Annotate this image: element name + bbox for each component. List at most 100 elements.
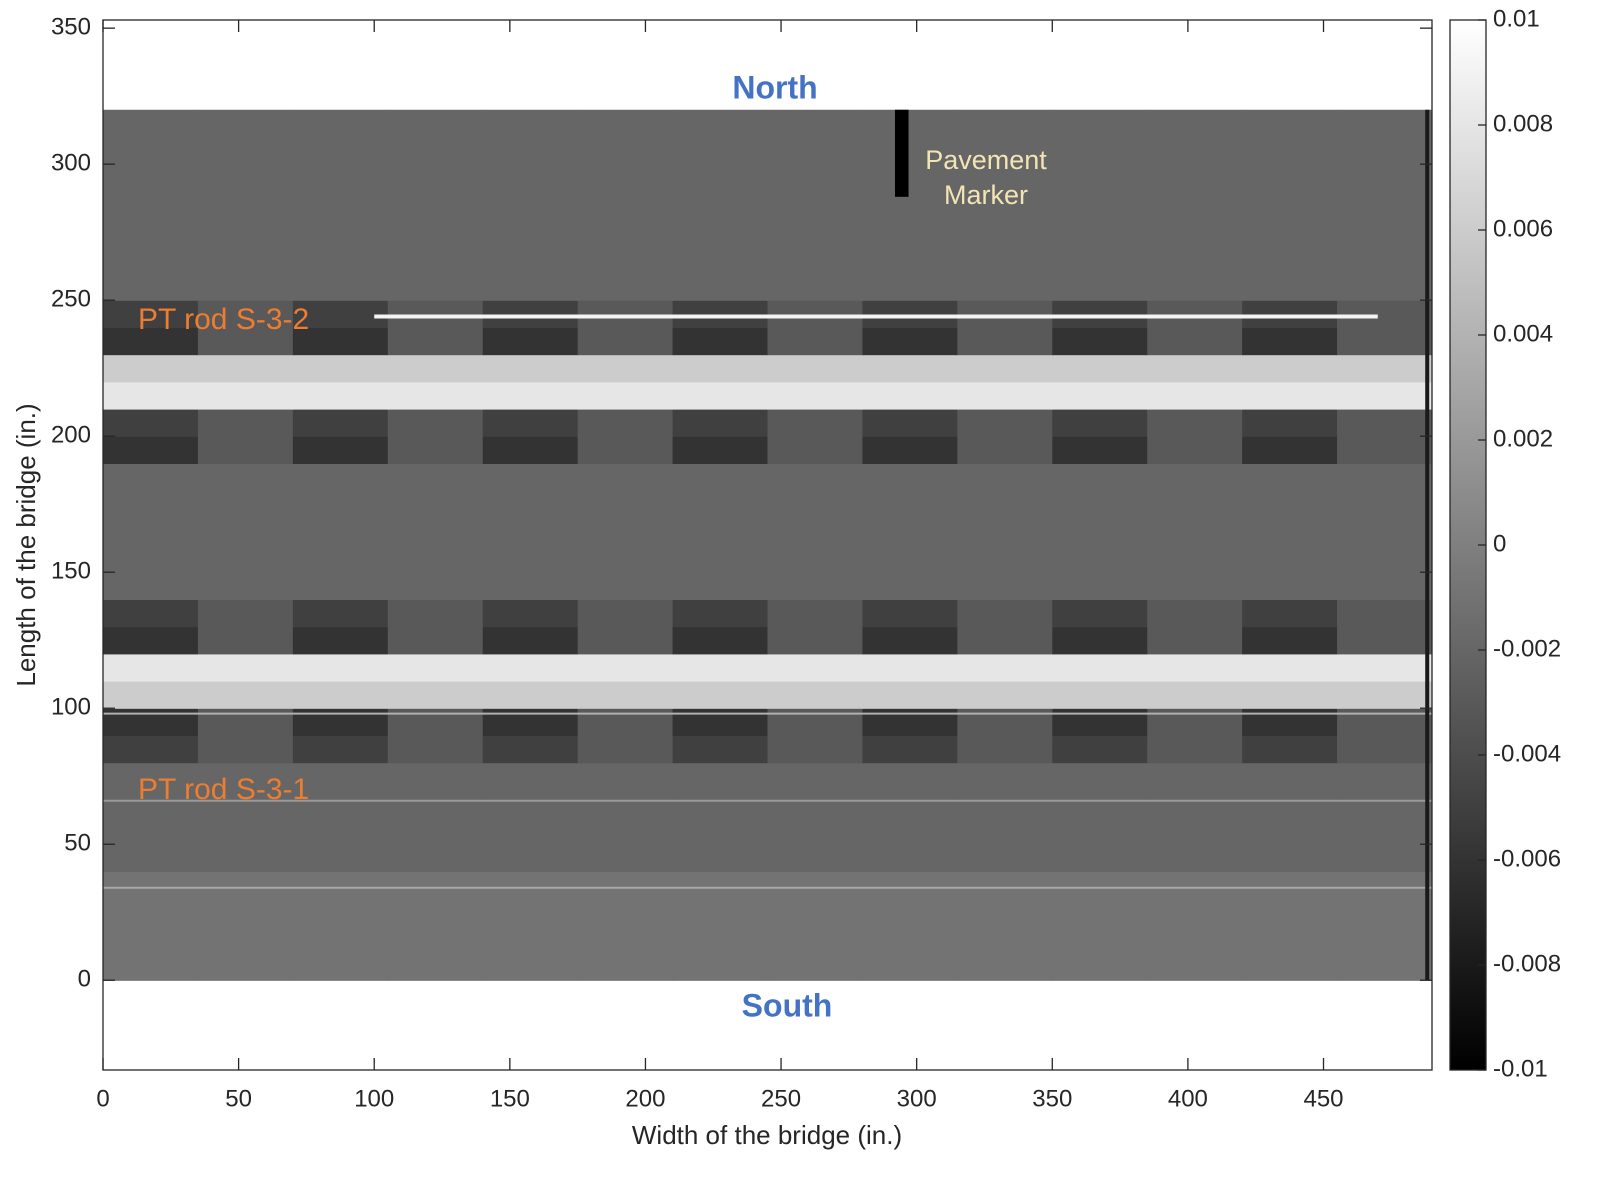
heatmap-cell: [767, 245, 864, 274]
heatmap-cell: [577, 653, 674, 682]
heatmap-cell: [482, 817, 579, 845]
heatmap-cell: [482, 925, 579, 954]
heatmap-cell: [1337, 762, 1432, 791]
heatmap-cell: [387, 681, 484, 709]
heatmap-cell: [1242, 272, 1338, 301]
heatmap-cell: [767, 844, 864, 873]
heatmap-cell: [387, 300, 484, 328]
heatmap-cell: [1242, 408, 1338, 437]
heatmap-cell: [103, 245, 199, 274]
heatmap-cell: [577, 490, 674, 519]
heatmap-cell: [1337, 789, 1432, 818]
heatmap-cell: [957, 218, 1053, 247]
heatmap-cell: [767, 599, 864, 628]
heatmap-cell: [1147, 245, 1243, 274]
heatmap-cell: [577, 245, 674, 274]
heatmap-cell: [387, 545, 484, 573]
heatmap-cell: [292, 545, 389, 573]
y-tick-label: 250: [51, 286, 91, 313]
heatmap-cell: [767, 490, 864, 519]
heatmap-cell: [862, 708, 958, 737]
heatmap-cell: [862, 354, 958, 383]
heatmap-cell: [957, 245, 1053, 274]
heatmap-cell: [482, 272, 579, 301]
colorbar-tick-label: 0.01: [1493, 5, 1540, 32]
heatmap-cell: [1337, 381, 1432, 410]
heatmap-cell: [387, 708, 484, 737]
heatmap-cell: [957, 354, 1053, 383]
heatmap-cell: [387, 245, 484, 274]
heatmap-cell: [197, 191, 294, 220]
heatmap-cell: [292, 735, 389, 764]
pavement-marker-bar: [894, 109, 909, 197]
heatmap-cell: [1147, 844, 1243, 873]
heatmap-cell: [103, 653, 199, 682]
heatmap-cell: [1242, 572, 1338, 601]
heatmap-cell: [767, 164, 864, 192]
edge-strip: [1425, 109, 1430, 981]
colorbar-tick-label: 0.006: [1493, 215, 1553, 242]
heatmap-cell: [1337, 436, 1432, 464]
heatmap-cell: [1052, 136, 1148, 165]
heatmap-cell: [103, 925, 199, 954]
heatmap-cell: [482, 762, 579, 791]
heatmap-cell: [862, 572, 958, 601]
heatmap-cell: [1147, 300, 1243, 328]
heatmap-cell: [292, 953, 389, 981]
heatmap-cell: [862, 789, 958, 818]
heatmap-cell: [957, 898, 1053, 927]
colorbar-tick-label: -0.006: [1493, 845, 1561, 872]
heatmap-cell: [957, 463, 1053, 492]
heatmap-cell: [103, 708, 199, 737]
heatmap-cell: [482, 109, 579, 138]
heatmap-cell: [292, 327, 389, 356]
heatmap-cell: [1147, 164, 1243, 192]
heatmap-cell: [103, 218, 199, 247]
heatmap-cell: [1147, 381, 1243, 410]
pavement-marker-label: Pavement: [925, 145, 1047, 175]
heatmap-cell: [862, 681, 958, 709]
heatmap-cell: [387, 136, 484, 165]
heatmap-cell: [1052, 545, 1148, 573]
heatmap-cell: [1242, 844, 1338, 873]
heatmap-cell: [767, 545, 864, 573]
heatmap-cell: [103, 490, 199, 519]
heatmap-cell: [482, 681, 579, 709]
heatmap-cell: [1052, 898, 1148, 927]
heatmap-cell: [103, 164, 199, 192]
heatmap-cell: [1052, 272, 1148, 301]
heatmap-cell: [482, 191, 579, 220]
heatmap-cell: [862, 272, 958, 301]
x-tick-label: 350: [1032, 1085, 1072, 1112]
heatmap-cell: [1337, 925, 1432, 954]
heatmap-cell: [197, 953, 294, 981]
heatmap-cell: [1147, 789, 1243, 818]
heatmap-cell: [1052, 164, 1148, 192]
heatmap-cell: [482, 245, 579, 274]
heatmap-cell: [197, 354, 294, 383]
heatmap-cell: [577, 300, 674, 328]
heatmap-cell: [1147, 681, 1243, 709]
heatmap-cell: [1242, 191, 1338, 220]
heatmap-cell: [1242, 245, 1338, 274]
heatmap-cell: [767, 381, 864, 410]
heatmap-cell: [103, 136, 199, 165]
heatmap-cell: [1242, 164, 1338, 192]
heatmap-cell: [767, 789, 864, 818]
heatmap-cell: [482, 735, 579, 764]
rod-label: PT rod S-3-2: [138, 303, 309, 336]
heatmap-cell: [482, 381, 579, 410]
heatmap-cell: [292, 898, 389, 927]
heatmap-cell: [767, 572, 864, 601]
heatmap-cell: [103, 545, 199, 573]
heatmap-cell: [103, 953, 199, 981]
colorbar-tick-label: 0.008: [1493, 110, 1553, 137]
heatmap-cell: [387, 572, 484, 601]
heatmap-cell: [672, 191, 769, 220]
heatmap-cell: [1052, 817, 1148, 845]
heatmap-cell: [197, 572, 294, 601]
heatmap-cell: [387, 653, 484, 682]
heatmap-cell: [197, 517, 294, 546]
heatmap-cell: [387, 191, 484, 220]
heatmap-cell: [387, 871, 484, 900]
